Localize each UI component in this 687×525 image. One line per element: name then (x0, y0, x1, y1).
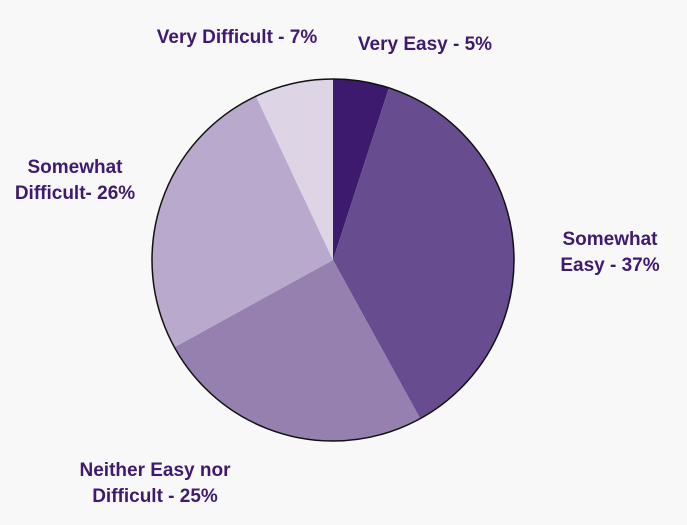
pie-slice (174, 260, 421, 442)
pie-slice (255, 79, 333, 260)
slice-label: Very Easy - 5% (357, 34, 493, 55)
slice-label: Somewhat Difficult- 26% (14, 157, 136, 204)
slice-label: Very Difficult - 7% (156, 27, 318, 48)
pie-slice (333, 79, 389, 260)
pie-outline (151, 78, 515, 442)
pie-slice (151, 96, 333, 348)
pie-slice (333, 87, 514, 419)
slice-label: Somewhat Easy - 37% (560, 229, 660, 276)
slice-label: Neither Easy nor Difficult - 25% (79, 460, 231, 507)
